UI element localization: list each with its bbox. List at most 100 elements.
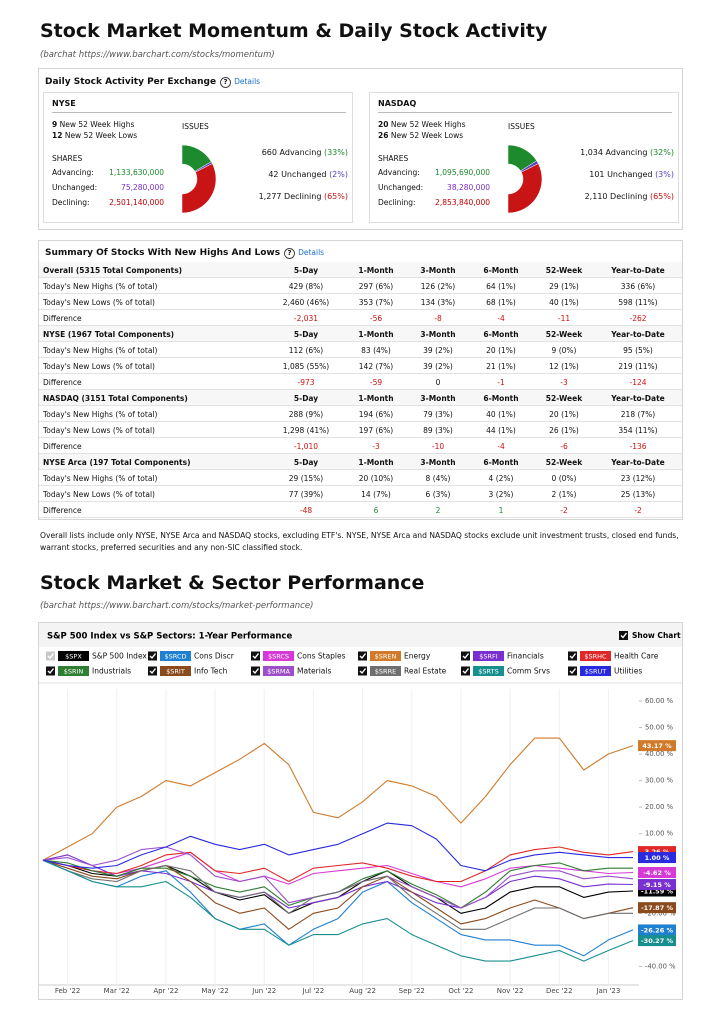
x-tick-label: Oct '22 bbox=[448, 987, 473, 995]
summary-title-row: Summary Of Stocks With New Highs And Low… bbox=[45, 248, 324, 259]
check bbox=[569, 668, 577, 675]
end-label: -17.87 % bbox=[641, 904, 674, 912]
highs-count: 9 bbox=[52, 120, 58, 129]
table-cell: -2,031 bbox=[293, 314, 319, 323]
table-cell: 336 (6%) bbox=[620, 282, 656, 291]
exchange-panel: NASDAQ 20 New 52 Week Highs 26 New 52 Week… bbox=[369, 92, 679, 223]
table-cell: -48 bbox=[299, 506, 313, 515]
table-cell: 39 (2%) bbox=[423, 346, 453, 355]
issue-label: Declining bbox=[610, 192, 648, 201]
table-cell: 6-Month bbox=[483, 394, 519, 403]
issue-pct: (32%) bbox=[649, 148, 674, 157]
legend-checkbox[interactable] bbox=[461, 666, 470, 676]
table-cell: 2,460 (46%) bbox=[282, 298, 330, 307]
share-value: 1,133,630,000 bbox=[109, 168, 164, 177]
x-tick-label: Jun '22 bbox=[251, 987, 276, 995]
y-tick-label: 40.00 % bbox=[645, 750, 674, 758]
row-label: NYSE Arca (197 Total Components) bbox=[43, 458, 191, 467]
issue-count: 101 bbox=[589, 170, 605, 179]
legend-name: Materials bbox=[297, 667, 331, 676]
header-row: NASDAQ (3151 Total Components) 5-Day 1-Mon… bbox=[39, 390, 682, 406]
legend-checkbox[interactable] bbox=[568, 651, 577, 661]
legend-checkbox[interactable] bbox=[358, 651, 367, 661]
legend-checkbox[interactable] bbox=[148, 666, 157, 676]
end-label-bg bbox=[638, 935, 676, 947]
issue-line: 1,034 Advancing (32%) bbox=[580, 148, 674, 157]
legend-symbol: $SRFI bbox=[479, 653, 498, 661]
issue-count: 660 bbox=[261, 148, 277, 157]
legend-checkbox[interactable] bbox=[148, 651, 157, 661]
table-cell: -11 bbox=[557, 314, 571, 323]
table-cell: 89 (3%) bbox=[423, 426, 453, 435]
table-cell: 3-Month bbox=[420, 458, 456, 467]
legend-checkbox[interactable] bbox=[46, 651, 55, 661]
table-cell: 52-Week bbox=[545, 458, 583, 467]
legend-checkbox[interactable] bbox=[251, 651, 260, 661]
legend-name: Financials bbox=[507, 652, 544, 661]
table-cell: 2 bbox=[435, 506, 441, 515]
source: (barchat https://www.barchart.com/stocks… bbox=[40, 601, 314, 611]
row-label: Today's New Highs (% of total) bbox=[43, 282, 158, 291]
legend-symbol: $SRUT bbox=[585, 668, 607, 676]
legend-badge bbox=[370, 651, 401, 661]
summary-box: Summary Of Stocks With New Highs And Low… bbox=[38, 240, 683, 520]
legend-checkbox[interactable] bbox=[358, 666, 367, 676]
end-label-bg bbox=[638, 879, 676, 891]
table-cell: 194 (6%) bbox=[358, 410, 394, 419]
legend-checkbox[interactable] bbox=[461, 651, 470, 661]
table-cell: 95 (5%) bbox=[623, 346, 653, 355]
table-cell: 9 (0%) bbox=[551, 346, 577, 355]
help-icon[interactable]: ? bbox=[284, 248, 296, 259]
series-line bbox=[42, 846, 634, 883]
legend-checkbox[interactable] bbox=[46, 666, 55, 676]
share-value: 2,501,140,000 bbox=[109, 198, 164, 207]
end-label-bg bbox=[638, 852, 676, 864]
table-cell: 20 (10%) bbox=[358, 474, 394, 483]
highs-line: 20 New 52 Week Highs bbox=[378, 120, 466, 129]
legend-checkbox[interactable] bbox=[251, 666, 260, 676]
table-cell: 6-Month bbox=[483, 266, 519, 275]
table-cell: 1 bbox=[498, 506, 504, 515]
issues-title: ISSUES bbox=[182, 122, 209, 131]
table-cell: 77 (39%) bbox=[288, 490, 324, 499]
chart-box: S&P 500 Index vs S&P Sectors: 1-Year Per… bbox=[38, 622, 683, 1000]
help-icon[interactable]: ? bbox=[220, 77, 232, 88]
check bbox=[359, 653, 367, 660]
issue-pct: (65%) bbox=[323, 192, 348, 201]
issue-line: 42 Unchanged (2%) bbox=[268, 170, 348, 179]
legend-name: Cons Staples bbox=[297, 652, 346, 661]
details-link[interactable]: Details bbox=[234, 77, 261, 86]
row-label: Difference bbox=[43, 442, 82, 451]
y-tick-label: -40.00 % bbox=[645, 962, 676, 970]
show-chart-label[interactable]: Show Chart bbox=[632, 631, 681, 640]
table-cell: 5-Day bbox=[293, 394, 319, 403]
section-title: Stock Market & Sector Performance bbox=[40, 572, 425, 594]
table-cell: 40 (1%) bbox=[486, 410, 516, 419]
y-tick-label: 30.00 % bbox=[645, 777, 674, 785]
legend-checkbox[interactable] bbox=[568, 666, 577, 676]
show-chart-checkbox[interactable] bbox=[619, 631, 628, 640]
table-cell: 20 (1%) bbox=[486, 346, 516, 355]
legend-badge bbox=[160, 666, 191, 676]
row-label: Today's New Highs (% of total) bbox=[43, 346, 158, 355]
end-label-bg bbox=[638, 902, 676, 914]
table-cell: 40 (1%) bbox=[549, 298, 579, 307]
header-row: NYSE (1967 Total Components) 5-Day 1-Month… bbox=[39, 326, 682, 342]
series-line bbox=[42, 859, 633, 909]
legend-name: Info Tech bbox=[194, 667, 228, 676]
x-tick-label: Dec '22 bbox=[546, 987, 573, 995]
table-cell: 23 (12%) bbox=[620, 474, 656, 483]
lows-label: New 52 Week Lows bbox=[390, 131, 464, 140]
legend-name: Industrials bbox=[92, 667, 131, 676]
legend-badge bbox=[473, 651, 504, 661]
details-link[interactable]: Details bbox=[298, 248, 325, 257]
row-label: Difference bbox=[43, 506, 82, 515]
table-cell: 354 (11%) bbox=[618, 426, 658, 435]
table-cell: 8 (4%) bbox=[425, 474, 451, 483]
end-label-bg bbox=[638, 740, 676, 752]
lows-line: 26 New 52 Week Lows bbox=[378, 131, 463, 140]
check bbox=[149, 668, 157, 675]
table-cell: 429 (8%) bbox=[288, 282, 324, 291]
table-cell: 79 (3%) bbox=[423, 410, 453, 419]
table-cell: 0 (0%) bbox=[551, 474, 577, 483]
